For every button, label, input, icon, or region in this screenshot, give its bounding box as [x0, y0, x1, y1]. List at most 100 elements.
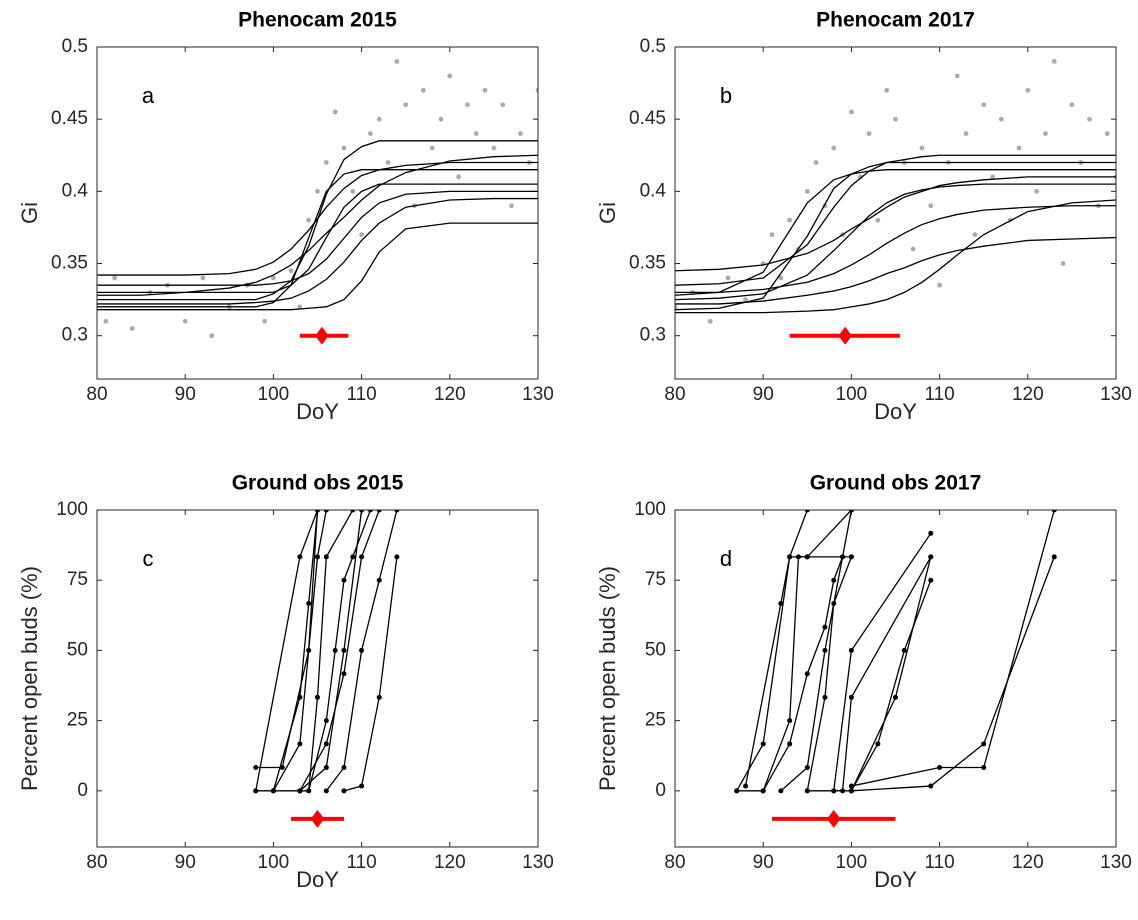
series-marker — [376, 577, 382, 583]
series-marker — [848, 510, 854, 513]
scatter-point — [1016, 145, 1022, 151]
y-tick-label: 75 — [67, 569, 88, 590]
series-line — [97, 161, 538, 276]
series-line — [675, 199, 1116, 314]
y-tick-label: 50 — [645, 639, 666, 660]
scatter-point — [866, 131, 872, 137]
series-line — [97, 190, 538, 286]
scatter-point — [376, 116, 382, 122]
scatter-point — [103, 318, 109, 324]
y-axis-label: Gi — [17, 202, 42, 224]
scatter-point — [990, 174, 995, 180]
chart-title: Phenocam 2015 — [238, 9, 397, 32]
scatter-point — [910, 246, 916, 252]
series-line — [97, 154, 538, 296]
x-tick-label: 90 — [175, 384, 196, 405]
scatter-point — [1051, 59, 1057, 64]
panel: Ground obs 2017 d DoY Percent open buds (%)… — [595, 472, 1132, 892]
series-marker — [394, 554, 400, 560]
series-marker — [297, 694, 303, 700]
series-marker — [323, 510, 329, 513]
axes-frame — [96, 46, 539, 380]
scatter-point — [919, 145, 925, 151]
panel-label: a — [142, 83, 155, 108]
scatter-point — [1104, 131, 1110, 137]
series-marker — [359, 783, 365, 789]
series-marker — [778, 788, 784, 794]
series-marker — [822, 647, 828, 653]
series-marker — [270, 788, 276, 794]
scatter-point — [359, 232, 364, 238]
y-tick-label: 0.35 — [51, 253, 88, 274]
series-marker — [848, 647, 854, 653]
series-marker — [332, 647, 338, 653]
scatter-point — [1060, 261, 1066, 266]
series-marker — [315, 510, 320, 513]
series-marker — [359, 510, 365, 513]
scatter-point — [1025, 87, 1031, 93]
y-axis-label: Percent open buds (%) — [17, 566, 42, 791]
series-marker — [893, 694, 898, 700]
plot-area — [675, 510, 1116, 847]
scatter-point — [323, 160, 329, 165]
y-tick-label: 25 — [67, 710, 88, 731]
x-tick-label: 110 — [346, 852, 376, 873]
series-marker — [831, 601, 837, 607]
y-axis-label: Percent open buds (%) — [595, 566, 620, 791]
y-tick-label: 25 — [645, 710, 666, 731]
series-marker — [822, 624, 828, 630]
scatter-point — [1043, 131, 1048, 137]
scatter-point — [884, 87, 890, 93]
series-marker — [778, 601, 784, 607]
series-marker — [928, 530, 934, 536]
panel-label: d — [720, 546, 732, 571]
scatter-point — [420, 87, 426, 93]
series-marker — [831, 788, 837, 794]
series-marker — [359, 647, 365, 653]
series-line — [675, 161, 1116, 311]
series-marker — [928, 554, 934, 560]
scatter-point — [928, 203, 934, 209]
y-tick-label: 0.3 — [640, 325, 666, 346]
series-marker — [341, 788, 347, 794]
x-tick-label: 90 — [753, 384, 774, 405]
series-line — [272, 510, 319, 792]
series-line — [675, 205, 1116, 294]
scatter-point — [954, 73, 960, 79]
series-marker — [253, 765, 259, 771]
x-tick-label: 130 — [1100, 384, 1132, 405]
y-tick-label: 0 — [655, 780, 666, 801]
x-tick-label: 110 — [346, 384, 376, 405]
data-layer — [734, 510, 1057, 828]
series-marker — [795, 554, 801, 560]
axes-frame — [96, 509, 539, 848]
x-tick-label: 110 — [924, 384, 954, 405]
scatter-point — [209, 333, 215, 339]
series-marker — [297, 554, 303, 560]
scatter-point — [981, 102, 987, 108]
y-tick-label: 0.4 — [62, 180, 89, 201]
series-marker — [341, 765, 347, 771]
scatter-point — [315, 188, 320, 194]
series-marker — [787, 741, 793, 747]
scatter-point — [288, 268, 294, 274]
series-marker — [323, 765, 329, 771]
y-tick-label: 0.45 — [629, 108, 666, 129]
series-marker — [306, 601, 312, 607]
series-line — [851, 510, 1055, 787]
series-marker — [937, 765, 943, 771]
series-marker — [323, 554, 329, 560]
axes-frame — [674, 509, 1117, 848]
series-marker — [315, 554, 320, 560]
scatter-point — [491, 145, 497, 151]
y-tick-label: 0.5 — [640, 36, 666, 57]
x-tick-label: 80 — [664, 384, 685, 405]
series-marker — [359, 554, 365, 560]
x-tick-label: 80 — [664, 852, 685, 873]
scatter-point — [465, 102, 470, 108]
series-marker — [341, 577, 347, 583]
series-line — [807, 532, 932, 792]
series-marker — [804, 510, 810, 513]
x-tick-label: 120 — [1012, 384, 1044, 405]
scatter-point — [473, 131, 479, 137]
